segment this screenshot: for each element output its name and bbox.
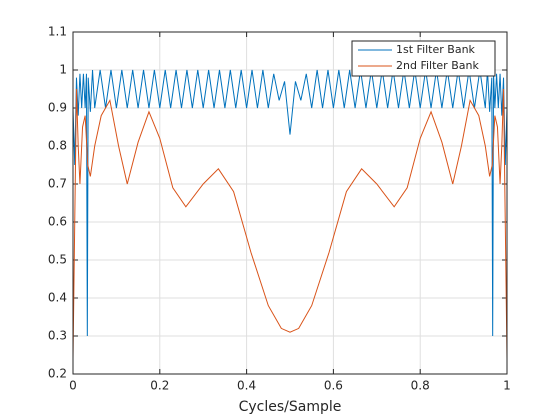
y-tick-label: 0.7 [48,177,67,191]
y-tick-label: 1 [59,63,67,77]
y-tick-label: 0.9 [48,101,67,115]
legend-box [351,40,496,77]
x-tick-label: 0.2 [150,379,169,393]
data-line [72,88,508,359]
legend-label: 1st Filter Bank [396,43,476,56]
y-tick-label: 0.5 [48,253,67,267]
legend-label: 2nd Filter Bank [396,59,479,72]
x-tick-label: 0 [69,379,77,393]
x-axis-label: Cycles/Sample [239,399,342,415]
y-tick-label: 0.2 [48,367,67,381]
y-tick-label: 0.3 [48,329,67,343]
x-tick-label: 0.8 [411,379,430,393]
plot-frame [72,31,508,375]
y-tick-label: 0.8 [48,139,67,153]
data-line [72,69,508,337]
x-tick-label: 0.6 [324,379,343,393]
y-tick-label: 1.1 [48,25,67,39]
x-tick-label: 0.4 [237,379,256,393]
y-tick-label: 0.6 [48,215,67,229]
x-tick-label: 1 [503,379,511,393]
y-tick-label: 0.4 [48,291,67,305]
